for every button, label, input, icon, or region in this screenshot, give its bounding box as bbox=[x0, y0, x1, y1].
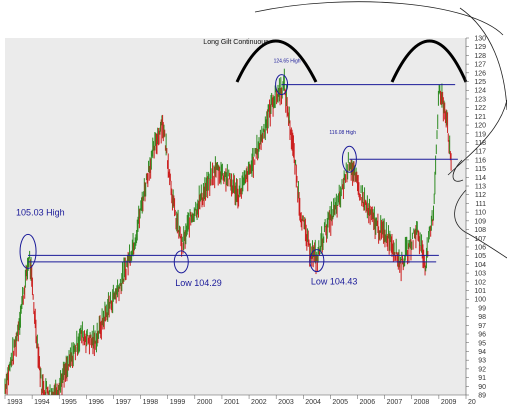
plot-area bbox=[5, 38, 466, 395]
y-tick-label: 127 bbox=[474, 62, 486, 69]
scribble-curve-4 bbox=[452, 159, 464, 182]
y-tick-label: 95 bbox=[478, 340, 486, 347]
scribble-curve-5 bbox=[454, 189, 507, 259]
scribble-curve-1 bbox=[254, 1, 504, 36]
annotation-label: 124.65 High bbox=[274, 59, 301, 65]
price-bars bbox=[4, 68, 452, 395]
y-tick-label: 111 bbox=[475, 201, 486, 208]
y-tick-label: 110 bbox=[475, 210, 486, 217]
y-tick-label: 120 bbox=[474, 123, 486, 130]
right-arch bbox=[390, 39, 468, 83]
y-tick-label: 102 bbox=[474, 279, 486, 286]
x-tick-label: 2007 bbox=[387, 399, 403, 406]
y-tick-label: 93 bbox=[478, 358, 486, 365]
x-tick-label: 1993 bbox=[7, 399, 23, 406]
x-tick-label: 1999 bbox=[170, 399, 186, 406]
y-tick-label: 126 bbox=[474, 70, 486, 77]
y-tick-label: 106 bbox=[474, 244, 486, 251]
x-tick-label: 1994 bbox=[34, 399, 50, 406]
annotation-ellipse bbox=[309, 249, 325, 273]
annotation-label: 116.08 High bbox=[329, 130, 356, 136]
y-tick-label: 116 bbox=[475, 157, 486, 164]
annotation-label: Low 104.29 bbox=[175, 278, 222, 288]
y-tick-label: 125 bbox=[474, 79, 486, 86]
x-tick-label: 2000 bbox=[197, 399, 213, 406]
x-tick-label: 2004 bbox=[305, 399, 321, 406]
y-tick-label: 118 bbox=[475, 140, 486, 147]
y-tick-label: 92 bbox=[478, 366, 486, 373]
x-tick-label: 2005 bbox=[332, 399, 348, 406]
y-tick-label: 109 bbox=[474, 218, 486, 225]
annotation-markers bbox=[19, 74, 357, 274]
x-tick-label: 2001 bbox=[224, 399, 240, 406]
chart-title: Long Gilt Continuous bbox=[203, 39, 269, 46]
y-tick-label: 124 bbox=[474, 88, 486, 95]
y-tick-label: 90 bbox=[478, 384, 486, 391]
x-tick-label: 2003 bbox=[278, 399, 294, 406]
x-tick-label: 1997 bbox=[115, 399, 131, 406]
x-tick-label: 1996 bbox=[88, 399, 104, 406]
y-tick-label: 107 bbox=[474, 236, 486, 243]
y-tick-label: 97 bbox=[478, 323, 486, 330]
annotation-label: Low 104.43 bbox=[311, 277, 358, 287]
y-tick-label: 119 bbox=[475, 131, 486, 138]
x-axis: 1993 1994 1995 1996 1997 1998 1999 2000 2001 2002… bbox=[4, 394, 476, 406]
y-tick-label: 130 bbox=[474, 36, 486, 43]
y-tick-label: 96 bbox=[478, 332, 486, 339]
x-tick-label: 20 bbox=[468, 399, 476, 406]
y-tick-label: 99 bbox=[478, 305, 486, 312]
left-arch bbox=[235, 39, 318, 83]
annotation-ellipse bbox=[19, 233, 37, 269]
x-tick-label: 1998 bbox=[143, 399, 159, 406]
y-tick-label: 114 bbox=[475, 175, 486, 182]
x-tick-label: 1995 bbox=[61, 399, 77, 406]
y-tick-label: 91 bbox=[478, 375, 486, 382]
x-tick-label: 2009 bbox=[441, 399, 457, 406]
x-tick-label: 2002 bbox=[251, 399, 267, 406]
y-tick-label: 121 bbox=[474, 114, 486, 121]
y-tick-label: 105 bbox=[474, 253, 486, 260]
y-tick-label: 94 bbox=[478, 349, 486, 356]
annotation-ellipse bbox=[341, 145, 357, 173]
y-tick-label: 98 bbox=[478, 314, 486, 321]
y-tick-label: 103 bbox=[474, 271, 486, 278]
annotation-ellipse bbox=[173, 250, 189, 274]
y-tick-label: 123 bbox=[474, 96, 486, 103]
y-tick-label: 129 bbox=[474, 44, 486, 51]
y-tick-label: 112 bbox=[475, 192, 486, 199]
annotation-label: 105.03 High bbox=[16, 207, 65, 217]
annotation-ellipse bbox=[275, 74, 289, 96]
y-tick-label: 108 bbox=[474, 227, 486, 234]
y-tick-label: 117 bbox=[475, 149, 486, 156]
y-tick-label: 115 bbox=[475, 166, 486, 173]
y-tick-label: 89 bbox=[478, 393, 486, 400]
hand-drawn-curves bbox=[254, 1, 507, 259]
annotation-labels: 105.03 High Low 104.29 Low 104.43 124.65 Hi… bbox=[16, 59, 357, 288]
y-tick-label: 101 bbox=[474, 288, 486, 295]
y-tick-label: 122 bbox=[474, 105, 486, 112]
y-tick-label: 100 bbox=[474, 297, 486, 304]
scribble-curve-2 bbox=[459, 7, 507, 111]
x-tick-label: 2006 bbox=[360, 399, 376, 406]
support-resistance-lines bbox=[28, 84, 458, 263]
head-shoulders-arches bbox=[235, 39, 468, 83]
x-tick-label: 2008 bbox=[414, 399, 430, 406]
y-tick-label: 104 bbox=[474, 262, 486, 269]
y-tick-label: 113 bbox=[475, 184, 486, 191]
y-tick-label: 128 bbox=[474, 53, 486, 60]
